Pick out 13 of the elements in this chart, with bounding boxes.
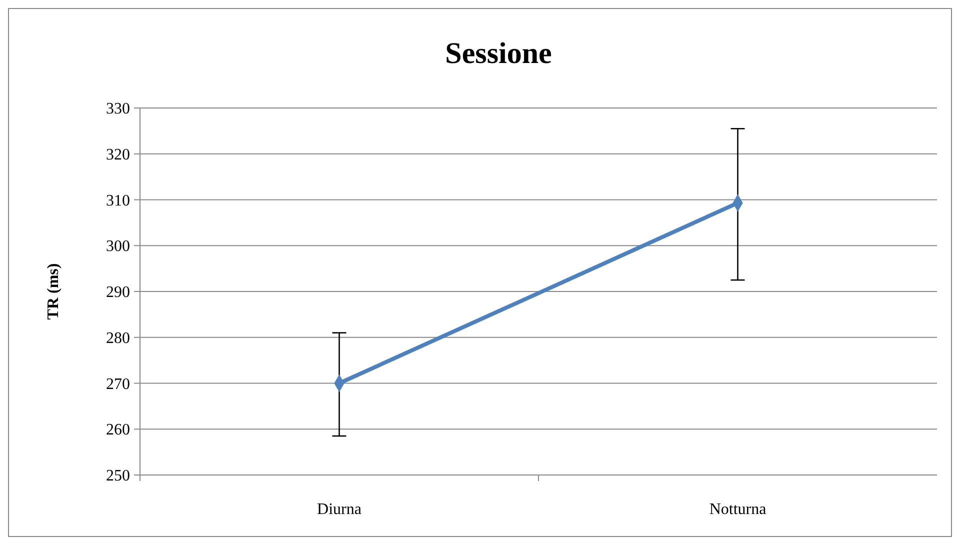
y-tick-label: 320 (106, 146, 130, 164)
y-tick-label: 290 (106, 284, 130, 302)
y-tick-label: 310 (106, 192, 130, 210)
y-tick-label: 280 (106, 330, 130, 347)
y-tick-label: 260 (106, 422, 130, 439)
y-tick-label: 300 (106, 238, 130, 256)
y-tick-label: 270 (106, 376, 130, 393)
x-tick-label: Notturna (709, 501, 766, 518)
chart-title: Sessione (445, 37, 552, 70)
y-tick-label: 250 (106, 468, 130, 485)
y-axis-title: TR (ms) (45, 263, 62, 320)
x-tick-label: Diurna (317, 501, 362, 518)
y-tick-label: 330 (106, 100, 130, 118)
